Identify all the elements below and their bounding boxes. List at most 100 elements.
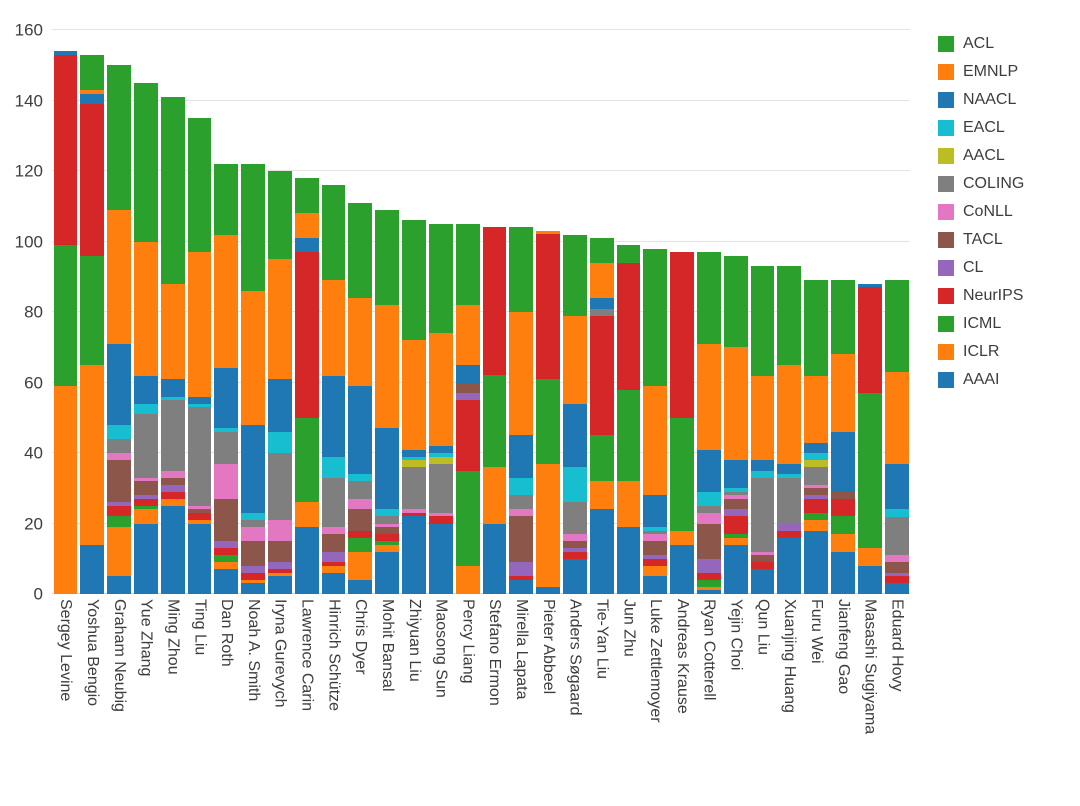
bar-segment-aaai (777, 537, 802, 594)
x-tick-label: Anders Søgaard (561, 599, 588, 734)
bar-segment-conll (697, 512, 721, 524)
bar-segment-aaai (402, 516, 426, 594)
x-tick-label: Yue Zhang (132, 599, 159, 734)
legend-item-aaai[interactable]: AAAI (938, 372, 1024, 388)
bar-segment-iclr (268, 572, 292, 577)
legend-item-coling[interactable]: COLING (938, 176, 1024, 192)
legend-item-cl[interactable]: CL (938, 260, 1024, 276)
bar-segment-iclr (53, 386, 78, 594)
legend-item-conll[interactable]: CoNLL (938, 204, 1024, 220)
x-tick-label-text: Ryan Cotterell (700, 599, 718, 701)
bar-segment-iclr (455, 565, 480, 594)
legend-item-aacl[interactable]: AACL (938, 148, 1024, 164)
bar-segment-emnlp (294, 213, 319, 238)
bar-segment-emnlp (750, 375, 775, 461)
bar-yue-zhang (133, 82, 158, 594)
legend-item-tacl[interactable]: TACL (938, 232, 1024, 248)
legend-swatch-acl (938, 36, 954, 52)
bar-segment-aaai (697, 590, 721, 594)
bar-segment-aaai (536, 586, 560, 594)
legend-swatch-tacl (938, 232, 954, 248)
bar-segment-naacl (187, 396, 212, 404)
bar-segment-naacl (884, 463, 909, 510)
gridline-60 (52, 381, 910, 383)
bar-segment-coling (643, 530, 668, 535)
gridline-140 (52, 99, 910, 101)
bar-segment-eacl (723, 488, 748, 492)
bar-segment-eacl (428, 453, 453, 457)
bar-segment-aaai (133, 523, 158, 594)
bar-segment-neurips (268, 569, 292, 573)
bar-xuanjing-huang (777, 266, 802, 594)
bar-segment-aaai (643, 576, 668, 594)
bar-segment-aaai (884, 583, 909, 594)
bar-segment-naacl (428, 445, 453, 454)
x-tick-label-text: Dan Roth (218, 599, 236, 667)
x-tick-label: Yejin Choi (722, 599, 749, 734)
bar-segment-aaai (750, 569, 775, 594)
bar-segment-eacl (241, 512, 265, 521)
legend-item-icml[interactable]: ICML (938, 316, 1024, 332)
bar-segment-neurips (53, 54, 78, 246)
bar-segment-conll (804, 484, 829, 489)
bar-segment-aaai (160, 505, 185, 594)
bar-segment-iclr (294, 502, 319, 528)
bar-segment-iclr (187, 519, 212, 524)
bar-segment-iclr (616, 481, 641, 528)
bar-segment-coling (589, 308, 614, 316)
x-tick-label-text: Tie-Yan Liu (593, 599, 611, 680)
bar-segment-emnlp (589, 262, 614, 298)
bar-segment-icml (831, 516, 855, 535)
bar-segment-naacl (321, 375, 346, 457)
bar-segment-conll (187, 505, 212, 510)
bar-segment-naacl (294, 238, 319, 253)
bar-jianfeng-gao (831, 280, 855, 594)
bar-segment-icml (536, 378, 560, 464)
x-tick-label-text: Furu Wei (807, 599, 825, 664)
bar-segment-cl (107, 502, 131, 506)
legend-swatch-coling (938, 176, 954, 192)
legend: ACL EMNLP NAACL EACL AACL COLING CoNLL TACL CL Ne… (938, 36, 1024, 388)
bar-segment-iclr (375, 544, 400, 552)
bar-segment-tacl (187, 509, 212, 513)
legend-item-eacl[interactable]: EACL (938, 120, 1024, 136)
x-tick-label-text: Zhiyuan Liu (405, 599, 423, 682)
bar-segment-icml (294, 417, 319, 503)
bar-segment-conll (241, 527, 265, 542)
x-tick-label: Maosong Sun (427, 599, 454, 734)
bar-segment-aaai (616, 527, 641, 594)
bar-segment-emnlp (321, 280, 346, 376)
bar-segment-cl (777, 523, 802, 531)
bar-segment-conll (375, 523, 400, 528)
bar-segment-acl (160, 97, 185, 284)
bar-segment-conll (107, 453, 131, 461)
x-tick-label: Ting Liu (186, 599, 213, 734)
bar-segment-acl (750, 266, 775, 376)
legend-item-naacl[interactable]: NAACL (938, 92, 1024, 108)
bar-segment-naacl (214, 368, 239, 429)
bar-segment-conll (643, 534, 668, 542)
bar-segment-icml (107, 516, 131, 528)
bar-segment-iclr (804, 520, 829, 531)
bar-segment-tacl (750, 555, 775, 563)
x-tick-label: Graham Neubig (106, 599, 133, 734)
x-tick-label: Mohit Bansal (374, 599, 401, 734)
legend-label-neurips: NeurIPS (963, 287, 1024, 304)
legend-item-iclr[interactable]: ICLR (938, 344, 1024, 360)
bar-percy-liang (455, 223, 480, 594)
bar-segment-naacl (777, 463, 802, 475)
bar-segment-eacl (107, 424, 131, 439)
x-tick-label-text: Chris Dyer (352, 599, 370, 675)
bar-segment-eacl (509, 477, 534, 496)
gridlines (52, 29, 910, 594)
bar-segment-eacl (402, 456, 426, 461)
y-tick-label-160: 160 (14, 20, 43, 40)
legend-item-acl[interactable]: ACL (938, 36, 1024, 52)
legend-item-neurips[interactable]: NeurIPS (938, 288, 1024, 304)
bar-yejin-choi (723, 255, 748, 594)
legend-item-emnlp[interactable]: EMNLP (938, 64, 1024, 80)
bar-segment-icml (455, 470, 480, 566)
bar-segment-coling (750, 477, 775, 552)
legend-label-eacl: EACL (963, 119, 1005, 136)
